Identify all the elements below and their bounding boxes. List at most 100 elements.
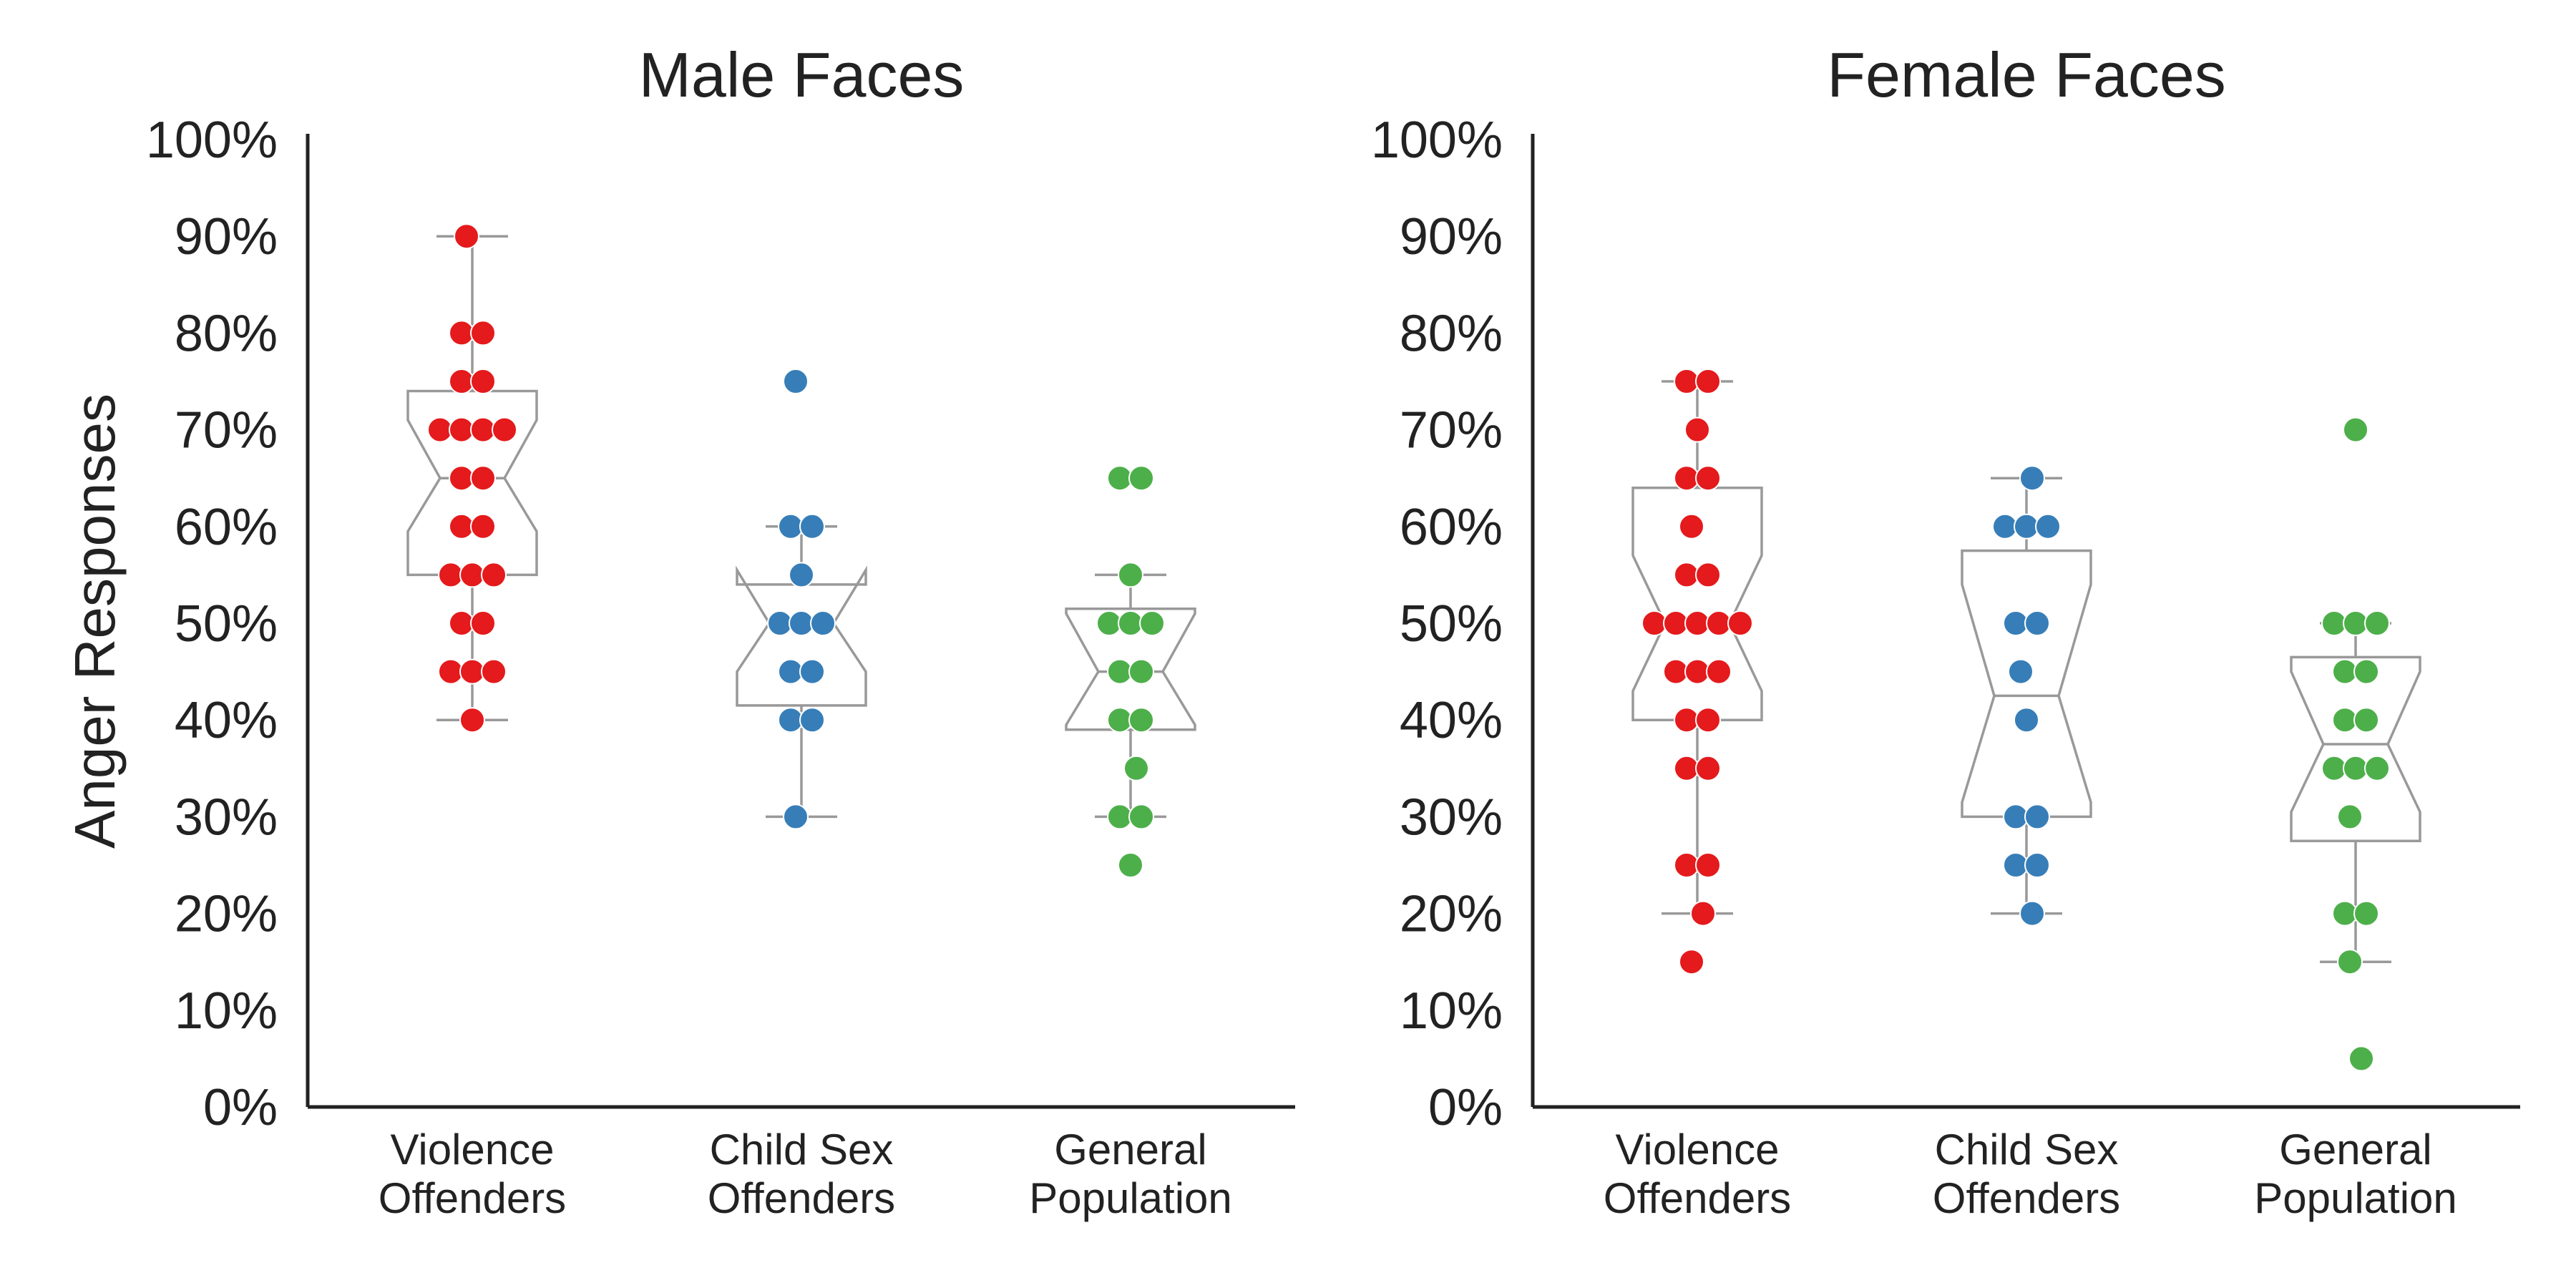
- data-point: [2337, 804, 2363, 830]
- chart-title: Female Faces: [1827, 39, 2226, 110]
- data-point: [1107, 804, 1133, 830]
- notched-box: [406, 389, 538, 577]
- box-group: [2290, 416, 2421, 1072]
- y-tick-label: 40%: [1400, 692, 1503, 749]
- data-point: [1674, 562, 1699, 588]
- notched-box: [1631, 486, 1763, 721]
- box-group: [736, 369, 867, 830]
- data-point: [789, 610, 814, 636]
- data-point: [2003, 852, 2029, 878]
- y-tick-label: 0%: [1428, 1079, 1503, 1136]
- data-point: [1641, 610, 1667, 636]
- x-category-label-line: Population: [2254, 1174, 2457, 1222]
- chart-panel-2: Female Faces 0% 10% 20% 30% 40% 50% 60% 70% 80% 90…: [1371, 39, 2520, 1222]
- y-tick-label: 100%: [1371, 112, 1503, 169]
- data-point: [470, 369, 496, 394]
- data-point: [783, 369, 809, 394]
- x-category-label-line: Violence: [390, 1126, 554, 1174]
- box-group: [1631, 369, 1763, 975]
- data-point: [789, 562, 814, 588]
- notched-box: [1065, 607, 1196, 731]
- data-point: [1118, 610, 1143, 636]
- data-point: [438, 658, 464, 685]
- data-point: [2353, 900, 2379, 927]
- data-point: [1674, 755, 1699, 781]
- data-point: [492, 416, 517, 443]
- data-point: [1684, 610, 1710, 636]
- data-point: [1674, 369, 1699, 394]
- data-point: [470, 465, 496, 492]
- data-point: [449, 513, 474, 540]
- data-point: [1663, 610, 1689, 636]
- data-point: [1679, 949, 1704, 975]
- data-point: [470, 513, 496, 540]
- data-point: [2332, 900, 2358, 927]
- data-point: [2353, 658, 2379, 685]
- data-point: [778, 707, 804, 733]
- data-point: [459, 707, 485, 733]
- y-tick-label: 90%: [175, 208, 278, 265]
- x-category-label-line: Child Sex: [710, 1126, 894, 1174]
- x-category-label-line: Violence: [1615, 1126, 1779, 1174]
- y-axis-title: Anger Responses: [63, 394, 127, 849]
- data-point: [2003, 804, 2029, 830]
- data-point: [449, 465, 474, 492]
- y-tick-label: 70%: [175, 402, 278, 459]
- data-point: [427, 416, 453, 443]
- data-point: [767, 610, 793, 636]
- notched-box: [2290, 655, 2421, 842]
- y-tick-label: 60%: [175, 499, 278, 556]
- data-point: [454, 223, 479, 250]
- x-category-label-line: General: [2279, 1126, 2431, 1174]
- y-tick-label: 40%: [175, 692, 278, 749]
- y-tick-label: 60%: [1400, 499, 1503, 556]
- data-point: [1695, 369, 1721, 394]
- data-point: [459, 562, 485, 588]
- data-point: [2343, 610, 2368, 636]
- data-point: [1118, 562, 1143, 588]
- data-point: [1706, 610, 1732, 636]
- data-point: [2337, 949, 2363, 975]
- chart-panels: Male Faces 0% 10% 20% 30% 40% 50% 60% 70% 80% 90% 1…: [146, 39, 2520, 1222]
- data-point: [2321, 610, 2347, 636]
- data-point: [1674, 465, 1699, 492]
- chart-panel-1: Male Faces 0% 10% 20% 30% 40% 50% 60% 70% 80% 90% 1…: [146, 39, 1295, 1222]
- data-point: [2019, 465, 2045, 492]
- data-point: [2019, 900, 2045, 927]
- x-category-label-line: Offenders: [1604, 1174, 1791, 1222]
- x-category-label-line: Offenders: [708, 1174, 895, 1222]
- data-point: [449, 369, 474, 394]
- x-category-label: General Population: [1029, 1126, 1232, 1222]
- data-point: [1128, 658, 1154, 685]
- data-point: [1118, 852, 1143, 878]
- y-tick-label: 10%: [1400, 982, 1503, 1040]
- data-point: [1727, 610, 1753, 636]
- x-category-label: General Population: [2254, 1126, 2457, 1222]
- data-point: [2332, 707, 2358, 733]
- data-point: [1695, 852, 1721, 878]
- x-category-label: Violence Offenders: [379, 1126, 566, 1222]
- x-category-label: Child Sex Offenders: [1933, 1126, 2120, 1222]
- data-point: [2348, 1045, 2374, 1072]
- box-group: [1961, 465, 2092, 927]
- data-point: [2343, 416, 2368, 443]
- data-point: [2008, 658, 2034, 685]
- data-point: [2332, 658, 2358, 685]
- notched-box: [736, 565, 867, 707]
- data-point: [2024, 852, 2050, 878]
- x-category-label-line: General: [1054, 1126, 1206, 1174]
- x-category-label-line: Offenders: [1933, 1174, 2120, 1222]
- data-point: [1128, 465, 1154, 492]
- data-point: [2014, 513, 2039, 540]
- data-point: [1123, 755, 1149, 781]
- y-tick-label: 0%: [203, 1079, 278, 1136]
- y-tick-label: 20%: [175, 886, 278, 943]
- y-tick-label: 100%: [146, 112, 278, 169]
- data-point: [799, 658, 825, 685]
- data-point: [1674, 707, 1699, 733]
- data-point: [449, 416, 474, 443]
- data-point: [1128, 804, 1154, 830]
- data-point: [2321, 755, 2347, 781]
- data-point: [810, 610, 836, 636]
